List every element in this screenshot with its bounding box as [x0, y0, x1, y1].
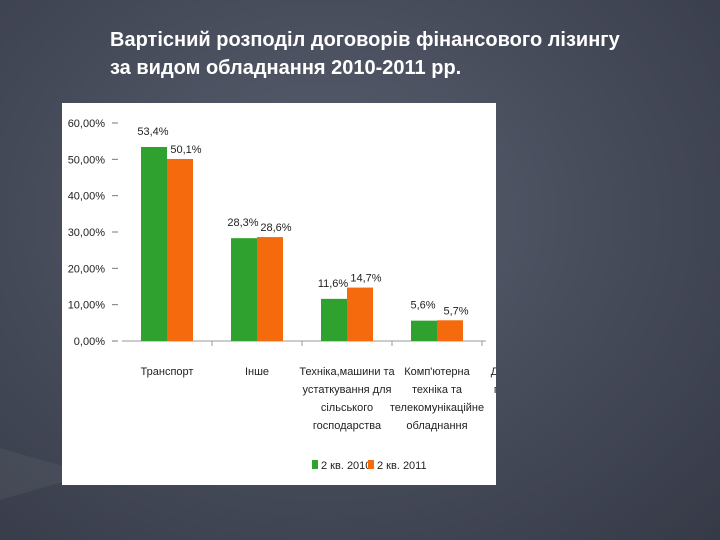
- bar-2010: [231, 238, 257, 341]
- x-category-label: Техніка,машини та: [299, 366, 395, 378]
- x-category-label: сільського: [321, 402, 373, 414]
- bar-2011: [257, 237, 283, 341]
- legend-swatch: [368, 460, 374, 469]
- data-label: 28,6%: [260, 222, 291, 234]
- y-tick-label: 30,00%: [68, 227, 106, 239]
- x-category-label: поліграфічне: [494, 384, 496, 396]
- x-category-label: господарства: [313, 420, 382, 432]
- legend-label: 2 кв. 2010: [321, 460, 371, 472]
- bar-chart: 0,00% 10,00% 20,00% 30,00% 40,00% 50,00% 60,00…: [68, 118, 496, 472]
- data-label: 11,6%: [318, 278, 349, 290]
- y-tick-label: 60,00%: [68, 118, 106, 130]
- legend-label: 2 кв. 2011: [377, 460, 427, 472]
- slide-title-line-2: за видом обладнання 2010-2011 рр.: [110, 57, 462, 79]
- chart-panel: 0,00% 10,00% 20,00% 30,00% 40,00% 50,00% 60,00…: [62, 103, 496, 485]
- bar-2011: [167, 158, 193, 341]
- x-category-label: Інше: [245, 366, 269, 378]
- legend-swatch: [312, 460, 318, 469]
- data-label: 5,6%: [410, 300, 435, 312]
- bar-2011: [437, 320, 463, 341]
- y-tick-label: 0,00%: [74, 336, 105, 348]
- x-category-label: Друкарське та: [491, 366, 496, 378]
- bar-2010: [411, 320, 437, 341]
- bar-2011: [347, 287, 373, 341]
- data-label: 5,7%: [443, 305, 468, 317]
- data-label: 50,1%: [170, 144, 201, 156]
- data-label: 14,7%: [350, 273, 381, 285]
- data-label: 53,4%: [137, 126, 168, 138]
- x-category-label: обладнання: [406, 420, 467, 432]
- x-category-label: телекомунікаційне: [390, 402, 484, 414]
- x-category-label: техніка та: [412, 384, 463, 396]
- x-category-label: Комп'ютерна: [404, 366, 470, 378]
- y-tick-label: 20,00%: [68, 263, 106, 275]
- bar-2010: [321, 298, 347, 341]
- y-tick-label: 10,00%: [68, 300, 106, 312]
- data-label: 28,3%: [227, 217, 258, 229]
- x-category-label: устаткування для: [303, 384, 392, 396]
- bar-2010: [141, 146, 167, 341]
- x-category-label: Транспорт: [141, 366, 194, 378]
- slide-title-line-1: Вартісний розподіл договорів фінансового…: [110, 29, 620, 51]
- slide-title: Вартісний розподіл договорів фінансового…: [110, 26, 720, 82]
- y-tick-label: 50,00%: [68, 154, 106, 166]
- y-tick-label: 40,00%: [68, 191, 106, 203]
